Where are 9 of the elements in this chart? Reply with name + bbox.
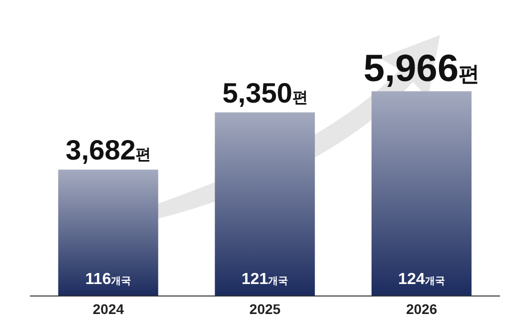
x-tick-label: 2024	[92, 300, 124, 317]
x-tick-label: 2025	[249, 300, 281, 317]
annotation: 116개국	[85, 271, 132, 288]
annotation: 121개국	[242, 271, 288, 288]
data-label: 5,350편	[222, 77, 308, 108]
data-label: 5,966편	[363, 48, 480, 90]
data-label: 3,682편	[66, 134, 151, 166]
annotation: 124개국	[398, 271, 445, 288]
x-tick-label: 2026	[406, 300, 438, 317]
